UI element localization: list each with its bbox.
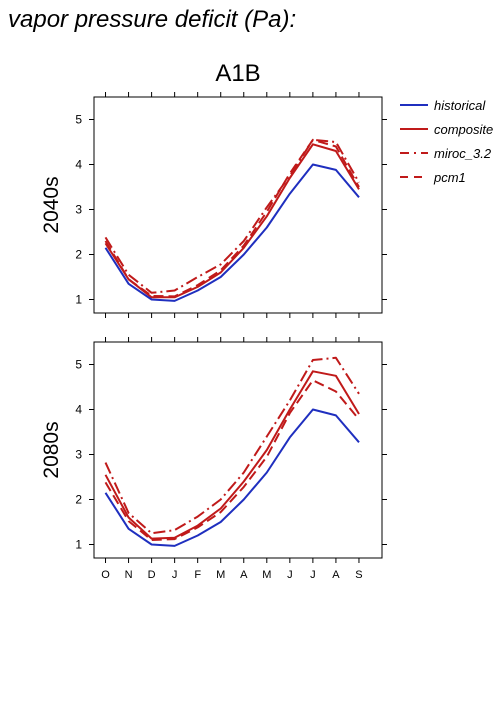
panel-ylabel: 2040s xyxy=(40,176,63,233)
x-tick-label: J xyxy=(287,569,293,581)
page-title: vapor pressure deficit (Pa): xyxy=(8,6,297,33)
y-tick-label: 4 xyxy=(75,403,82,417)
x-tick-label: D xyxy=(148,569,156,581)
x-tick-label: N xyxy=(125,569,133,581)
x-tick-label: F xyxy=(194,569,201,581)
y-tick-label: 1 xyxy=(75,538,82,552)
series-line-miroc-3-2 xyxy=(104,356,360,535)
y-tick-label: 5 xyxy=(75,113,82,127)
x-tick-label: A xyxy=(240,569,248,581)
series-line-miroc-3-2 xyxy=(104,138,360,294)
chart-title: A1B xyxy=(215,60,260,87)
legend-label: historical xyxy=(434,98,486,113)
series-line-pcm1 xyxy=(104,138,360,298)
x-tick-label: A xyxy=(332,569,340,581)
panel-2080s: 1 2 3 4 5 O N D J F M A M J J A S 2080s xyxy=(40,337,387,581)
plot-frame xyxy=(93,96,383,314)
series-line-historical xyxy=(104,408,360,547)
y-tick-label: 3 xyxy=(75,448,82,462)
y-tick-label: 5 xyxy=(75,358,82,372)
series-line-composite xyxy=(104,143,360,299)
x-tick-label: M xyxy=(216,569,225,581)
legend-label: composite xyxy=(434,122,493,137)
y-tick-label: 3 xyxy=(75,203,82,217)
x-tick-label: M xyxy=(262,569,271,581)
series-line-pcm1 xyxy=(104,379,360,541)
x-tick-label: O xyxy=(101,569,110,581)
x-tick-label: J xyxy=(172,569,178,581)
series-line-historical xyxy=(104,163,360,302)
legend-label: miroc_3.2 xyxy=(434,146,492,161)
x-tick-label: S xyxy=(355,569,362,581)
legend-label: pcm1 xyxy=(433,170,466,185)
y-tick-label: 2 xyxy=(75,248,82,262)
panel-2040s: 1 2 3 4 5 2040s xyxy=(40,92,387,318)
series-line-composite xyxy=(104,370,360,540)
y-tick-label: 1 xyxy=(75,293,82,307)
y-tick-label: 4 xyxy=(75,158,82,172)
y-tick-label: 2 xyxy=(75,493,82,507)
x-tick-label: J xyxy=(310,569,316,581)
plot-frame xyxy=(93,341,383,559)
panel-ylabel: 2080s xyxy=(40,421,63,478)
